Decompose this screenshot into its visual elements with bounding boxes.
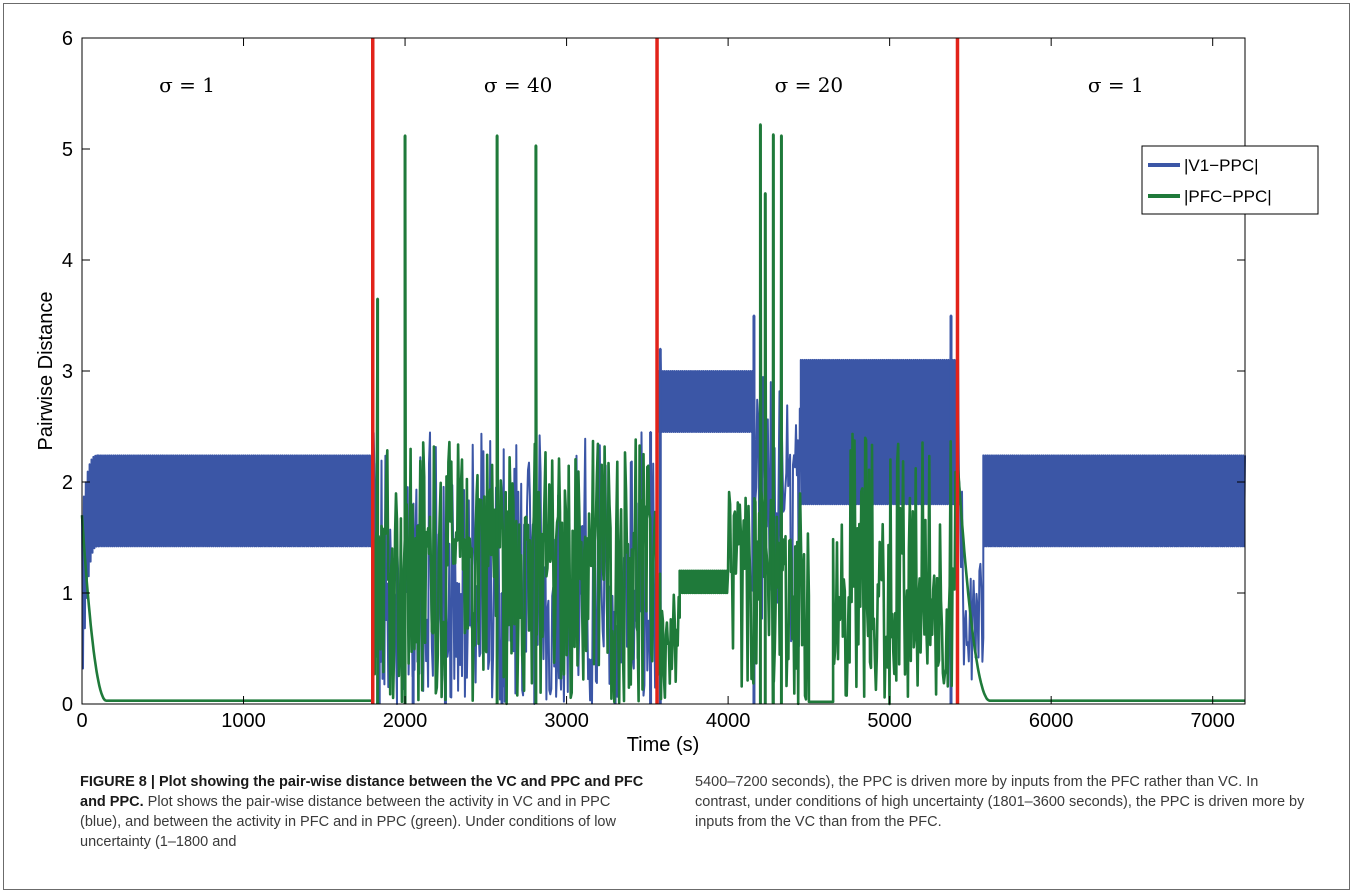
x-tick-label: 3000 <box>544 710 589 732</box>
caption-title: FIGURE 8 | Plot showing the pair-wise di… <box>80 774 644 810</box>
tick-layer: 0 1000 2000 3000 4000 5000 6000 7000 0 1 2 3 4 5 6 <box>62 28 1245 732</box>
region-label: σ = 40 <box>484 73 553 97</box>
region-layer: σ = 1 σ = 40 σ = 20 σ = 1 <box>159 73 1144 97</box>
x-tick-label: 5000 <box>867 710 912 732</box>
x-tick-label: 0 <box>76 710 87 732</box>
series-layer <box>80 123 1246 706</box>
series-line-pfc-ppc <box>80 123 1246 706</box>
x-tick-label: 7000 <box>1190 710 1235 732</box>
figure-frame <box>3 3 1350 890</box>
vline-layer <box>371 38 960 704</box>
legend-label-v1-ppc: |V1−PPC| <box>1184 156 1259 175</box>
caption-column-2: 5400–7200 seconds), the PPC is driven mo… <box>695 772 1310 852</box>
x-tick-label: 2000 <box>383 710 428 732</box>
chart: 0 1000 2000 3000 4000 5000 6000 7000 0 1 2 3 4 5 6 σ =… <box>35 28 1319 756</box>
y-tick-label: 0 <box>62 694 73 716</box>
y-tick-label: 5 <box>62 139 73 161</box>
y-tick-label: 1 <box>62 583 73 605</box>
y-tick-label: 6 <box>62 28 73 50</box>
x-tick-label: 6000 <box>1029 710 1074 732</box>
caption-text-1: Plot shows the pair-wise distance betwee… <box>80 794 616 850</box>
x-tick-label: 1000 <box>221 710 266 732</box>
x-axis-label: Time (s) <box>627 734 700 756</box>
legend-label-pfc-ppc: |PFC−PPC| <box>1184 187 1272 206</box>
y-tick-label: 4 <box>62 250 73 272</box>
region-label: σ = 20 <box>775 73 844 97</box>
caption-text-2: 5400–7200 seconds), the PPC is driven mo… <box>695 774 1305 830</box>
y-tick-label: 3 <box>62 361 73 383</box>
legend-box <box>1141 145 1319 215</box>
y-tick-label: 2 <box>62 472 73 494</box>
figure-caption: FIGURE 8 | Plot showing the pair-wise di… <box>80 772 1310 852</box>
caption-column-1: FIGURE 8 | Plot showing the pair-wise di… <box>80 772 655 852</box>
y-axis-label: Pairwise Distance <box>35 292 57 451</box>
region-label: σ = 1 <box>159 73 215 97</box>
region-label: σ = 1 <box>1088 73 1144 97</box>
legend: |V1−PPC| |PFC−PPC| <box>1141 145 1319 215</box>
x-tick-label: 4000 <box>706 710 751 732</box>
